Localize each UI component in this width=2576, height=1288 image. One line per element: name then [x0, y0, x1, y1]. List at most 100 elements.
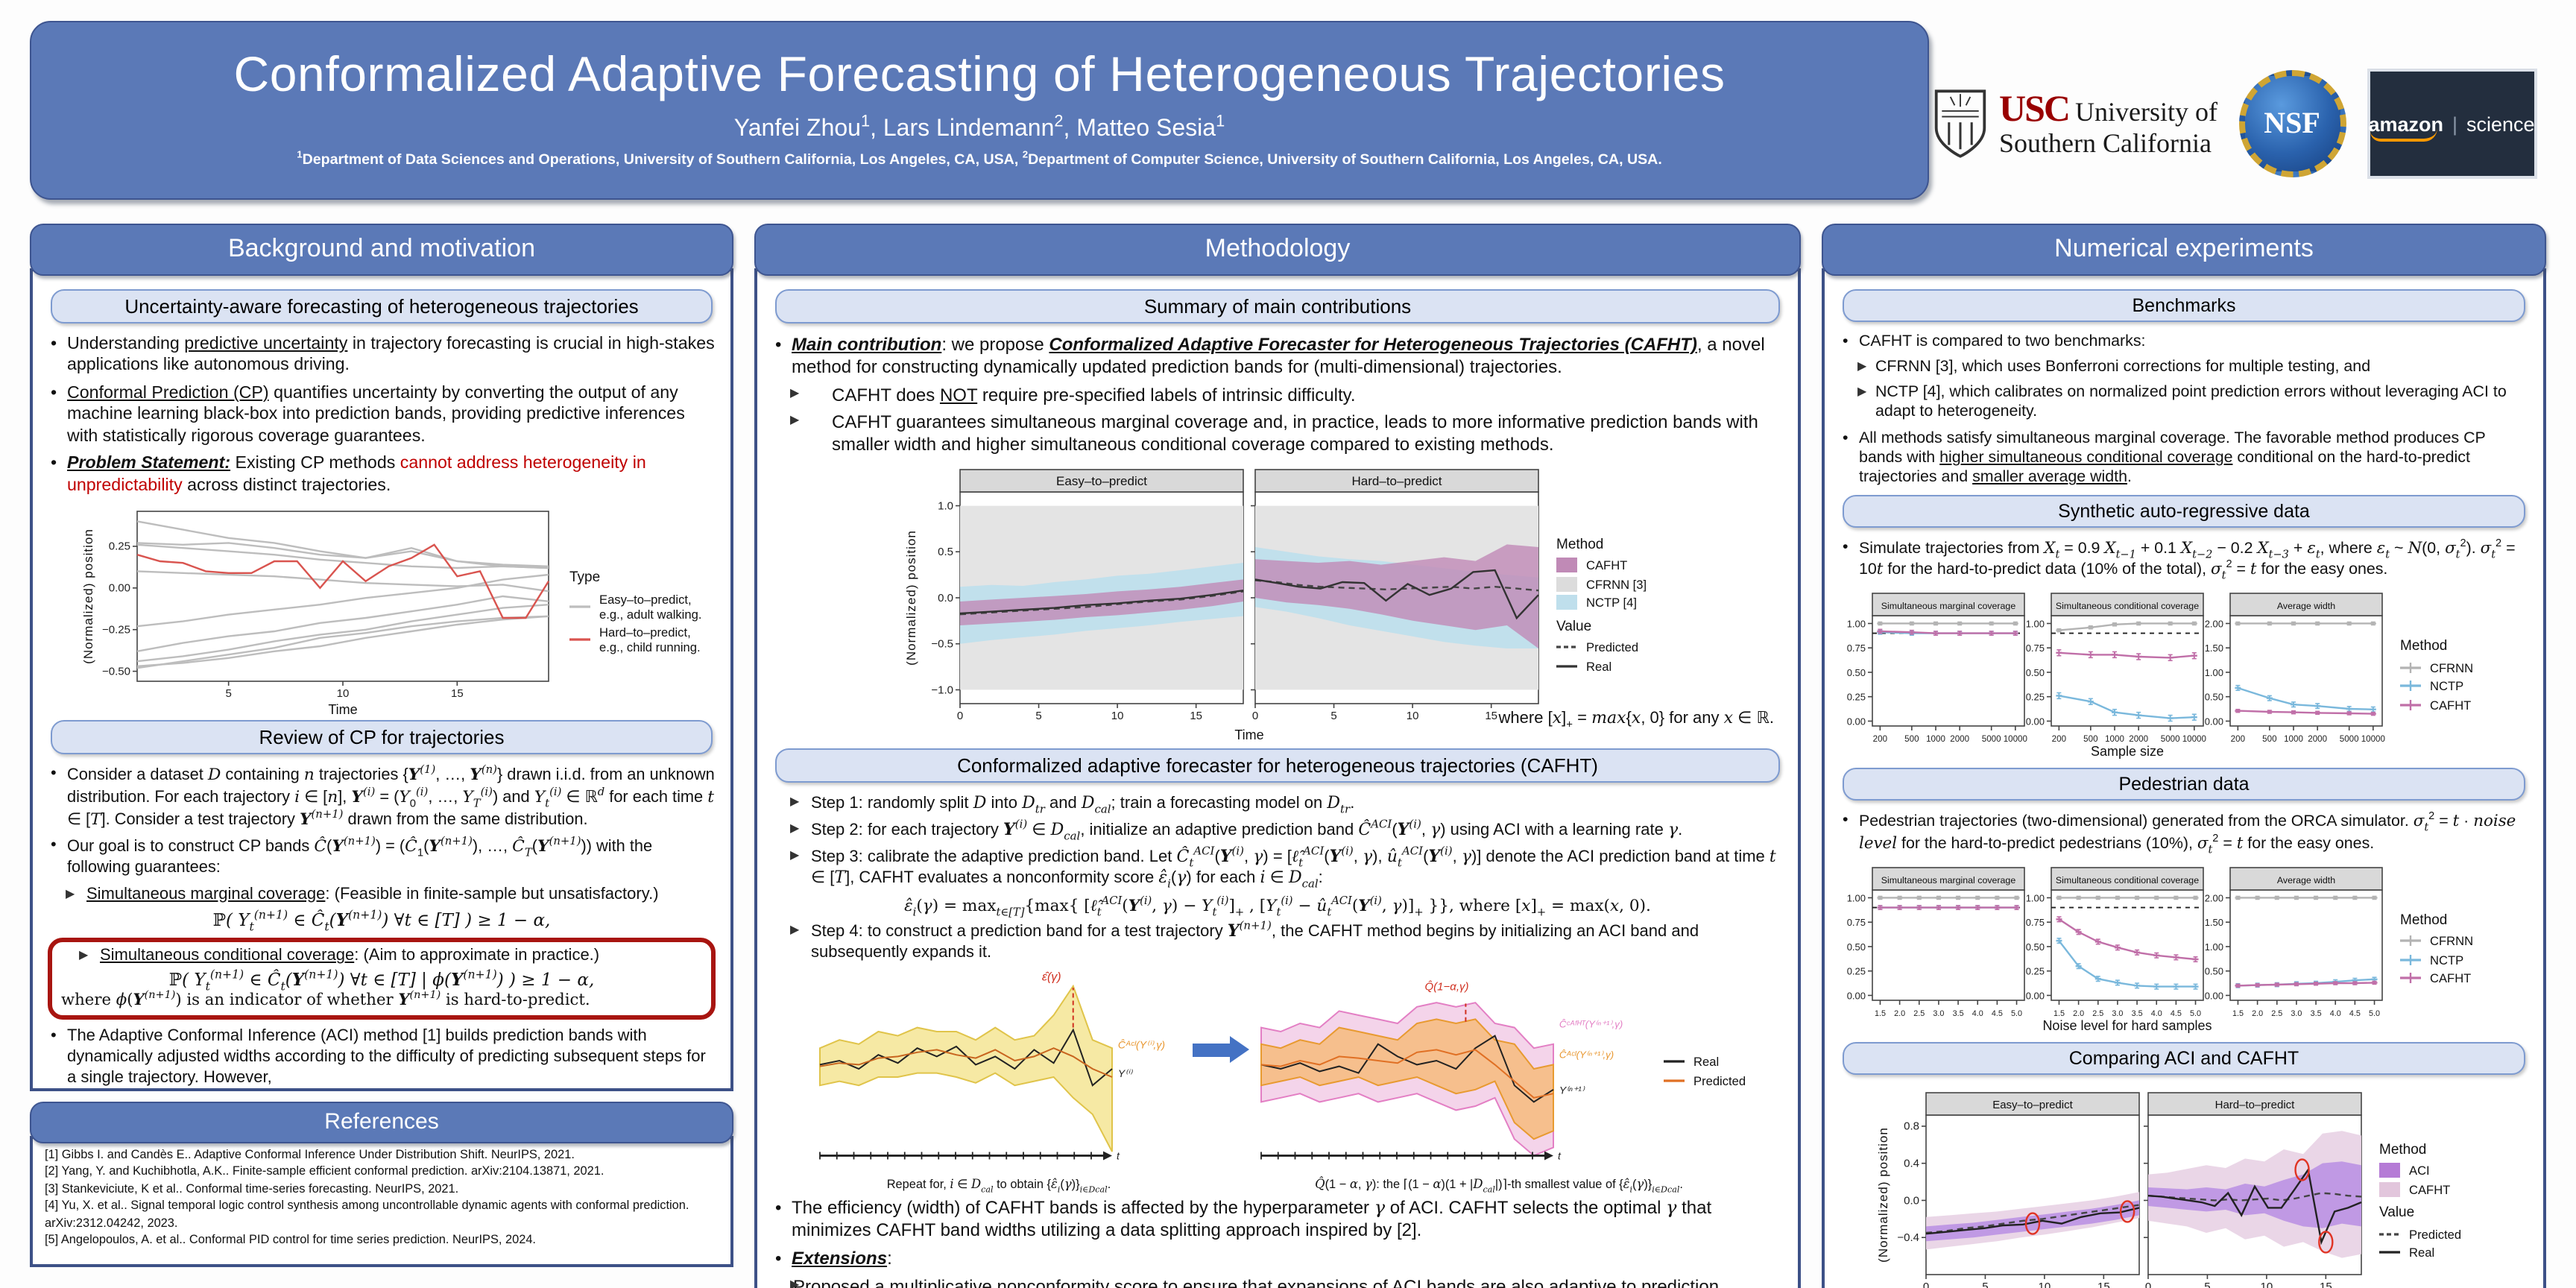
usc-logo-text: USC University of Southern California [1999, 91, 2217, 157]
cafht-band-caption: Q̂(1 − α, γ): the ⌈(1 − α)(1 + |Dcal|)⌉-… [1315, 1175, 1683, 1195]
reference-item: [4] Yu, X. et al.. Signal temporal logic… [45, 1199, 689, 1230]
flow-arrow-icon [1193, 1035, 1249, 1062]
svg-text:4.0: 4.0 [2151, 1009, 2162, 1018]
svg-text:0.50: 0.50 [2026, 941, 2045, 953]
legend-item: CAFHT [2400, 697, 2472, 713]
usc-abbr: USC [1999, 89, 2071, 130]
svg-text:0.50: 0.50 [2026, 668, 2045, 679]
legend-item: CFRNN [2400, 933, 2474, 949]
bullet-item: Problem Statement: Existing CP methods c… [48, 454, 716, 497]
svg-text:1.5: 1.5 [2232, 1009, 2244, 1018]
bullet-item: Conformal Prediction (CP) quantifies unc… [48, 383, 716, 448]
benchmark-nctp: NCTP [4], which calibrates on normalized… [1840, 383, 2528, 423]
svg-text:Time: Time [1234, 727, 1263, 742]
svg-text:4.0: 4.0 [2330, 1009, 2341, 1018]
svg-text:4.5: 4.5 [2349, 1009, 2361, 1018]
legend-item: NCTP [4] [1556, 595, 1647, 610]
conditional-coverage-formula: ℙ( Yt(n+1) ∈ Ĉt(Y(n+1)) ∀t ∈ [T] | ϕ(Y(n… [168, 967, 595, 994]
usc-logo: USC University of Southern California [1932, 88, 2217, 160]
svg-text:Easy–to–predict: Easy–to–predict [1056, 474, 1147, 488]
svg-text:5000: 5000 [2340, 735, 2359, 745]
svg-text:500: 500 [1904, 735, 1919, 745]
references-header: References [30, 1102, 733, 1143]
svg-text:0.4: 0.4 [1904, 1158, 1919, 1170]
references-body: [1] Gibbs I. and Candès E.. Adaptive Con… [30, 1136, 733, 1267]
contribution-sub2: CAFHT guarantees simultaneous marginal c… [772, 411, 1783, 456]
svg-text:10000: 10000 [2182, 735, 2206, 745]
subsection-benchmarks: Benchmarks [1843, 289, 2525, 322]
svg-text:t: t [1117, 1149, 1120, 1161]
references-title: References [324, 1109, 439, 1134]
svg-text:0.25: 0.25 [2026, 692, 2045, 703]
svg-text:15: 15 [451, 688, 464, 701]
svg-text:0.00: 0.00 [1847, 716, 1866, 727]
synthetic-bullets: Simulate trajectories from Xt = 0.9 Xt−1… [1840, 537, 2528, 581]
svg-text:t: t [1558, 1149, 1562, 1161]
svg-text:1000: 1000 [2284, 735, 2303, 745]
svg-text:2000: 2000 [2129, 735, 2148, 745]
svg-text:4.0: 4.0 [1972, 1009, 1983, 1018]
svg-text:Q̂(1−α,γ): Q̂(1−α,γ) [1425, 979, 1469, 992]
subsection-aci-cafht: Comparing ACI and CAFHT [1843, 1042, 2525, 1076]
amazon-word: amazon [2368, 113, 2443, 141]
usc-line1: University of [2075, 97, 2217, 127]
svg-text:15: 15 [1190, 710, 1202, 722]
svg-text:0.25: 0.25 [1847, 966, 1866, 977]
svg-text:3.0: 3.0 [2112, 1009, 2123, 1018]
svg-text:0.50: 0.50 [1847, 941, 1866, 953]
right-column: Numerical experiments Benchmarks CAFHT i… [1822, 224, 2546, 1288]
svg-text:10: 10 [2261, 1281, 2273, 1288]
svg-text:0: 0 [957, 710, 963, 722]
svg-text:−0.25: −0.25 [102, 624, 130, 637]
subsection-pedestrian: Pedestrian data [1843, 768, 2525, 801]
svg-text:2.5: 2.5 [2092, 1009, 2103, 1018]
aci-bullets: The Adaptive Conformal Inference (ACI) m… [48, 1027, 716, 1088]
step-1: Step 1: randomly split D into Dtr and Dc… [772, 793, 1783, 815]
amazon-science-logo: amazon | science [2367, 69, 2536, 179]
bullet-item: Extensions: [772, 1247, 1783, 1269]
svg-text:0.00: 0.00 [2026, 716, 2045, 727]
svg-text:Simultaneous conditional cover: Simultaneous conditional coverage [2056, 602, 2199, 612]
cafht-band-diagram: Q̂(1−α,γ) Ĉᶜᴬᶠᴴᵀ(Y⁽ⁿ⁺¹⁾,γ) Ĉᴬᶜᴵ(Y⁽ⁿ⁺¹⁾,γ) Y… [1252, 968, 1746, 1195]
poster-header: Conformalized Adaptive Forecasting of He… [30, 21, 1929, 200]
chart-legend: Method CAFHT CFRNN [3] NCTP [4] Value Predict… [1556, 536, 1647, 673]
chart-legend: Type Easy–to–predict, e.g., adult walking… [569, 566, 716, 655]
svg-text:0.25: 0.25 [1847, 692, 1866, 703]
svg-text:200: 200 [2231, 735, 2245, 745]
pedestrian-bullets: Pedestrian trajectories (two-dimensional… [1840, 810, 2528, 855]
svg-text:5000: 5000 [1982, 735, 2001, 745]
bullet-item: Simulate trajectories from Xt = 0.9 Xt−1… [1840, 537, 2528, 581]
svg-text:0.25: 0.25 [109, 541, 130, 554]
svg-text:1.5: 1.5 [2053, 1009, 2065, 1018]
svg-text:0.75: 0.75 [2026, 643, 2045, 654]
review-bullets: Consider a dataset D containing n trajec… [48, 764, 716, 879]
aci-band-figure: ε̂(γ) Ĉᴬᶜᴵ(Y⁽ⁱ⁾,γ) Y⁽ⁱ⁾ t [811, 968, 1187, 1174]
where-note: where [x]+ = max{x, 0} for any x ∈ ℝ. [1498, 708, 1774, 731]
legend-item: NCTP [2400, 678, 2464, 694]
middle-column: Methodology Summary of main contribution… [754, 224, 1801, 1288]
svg-text:0.8: 0.8 [1904, 1120, 1919, 1133]
svg-text:500: 500 [2083, 735, 2097, 745]
svg-text:200: 200 [2052, 735, 2066, 745]
bullet-item: Consider a dataset D containing n trajec… [48, 764, 716, 831]
subsection-review-cp: Review of CP for trajectories [51, 720, 713, 755]
svg-text:2000: 2000 [1950, 735, 1969, 745]
svg-text:1.00: 1.00 [1847, 893, 1866, 904]
svg-text:Ĉᴬᶜᴵ(Y⁽ⁿ⁺¹⁾,γ): Ĉᴬᶜᴵ(Y⁽ⁿ⁺¹⁾,γ) [1559, 1049, 1614, 1060]
subsection-uncertainty: Uncertainty-aware forecasting of heterog… [51, 289, 713, 323]
svg-text:1000: 1000 [1926, 735, 1945, 745]
svg-text:0: 0 [1923, 1281, 1929, 1288]
svg-text:0.75: 0.75 [1847, 643, 1866, 654]
section-title: Numerical experiments [2054, 234, 2314, 262]
conditional-coverage-highlight-box: Simultaneous conditional coverage: (Aim … [48, 938, 716, 1020]
legend-item: NCTP [2400, 952, 2464, 967]
step-4: Step 4: to construct a prediction band f… [772, 920, 1783, 964]
svg-text:0.50: 0.50 [1847, 668, 1866, 679]
svg-text:Easy–to–predict: Easy–to–predict [1992, 1099, 2073, 1111]
extension-1: Proposed a multiplicative nonconformity … [772, 1275, 1783, 1288]
svg-text:5.0: 5.0 [2011, 1009, 2022, 1018]
svg-text:2.5: 2.5 [2271, 1009, 2282, 1018]
svg-text:4.5: 4.5 [2171, 1009, 2182, 1018]
